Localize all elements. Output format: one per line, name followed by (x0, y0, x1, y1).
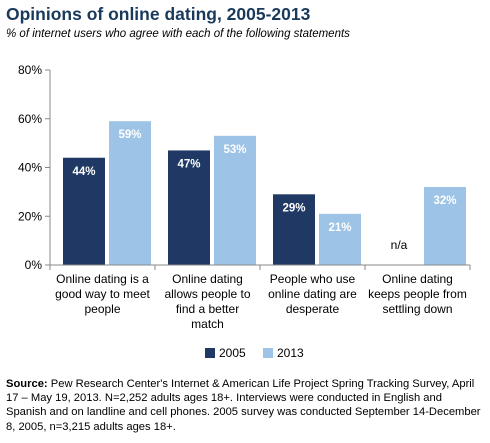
legend-swatch (263, 348, 273, 358)
category-label-line: settling down (382, 302, 452, 316)
chart-subtitle: % of internet users who agree with each … (6, 28, 350, 40)
y-tick-label: 20% (18, 209, 42, 223)
y-tick-label: 80% (18, 63, 42, 77)
data-label: 59% (118, 129, 141, 141)
category-label-line: Online dating is a (56, 272, 149, 286)
data-label: 32% (433, 195, 456, 207)
category-label-line: keeps people from (368, 287, 467, 301)
category-label-line: Online dating (382, 272, 453, 286)
category-label: Online dating allows people to find a bett… (164, 272, 250, 331)
category-label-line: People who use (270, 272, 356, 286)
data-label: 21% (328, 222, 351, 234)
bar-2013 (424, 187, 466, 265)
bars: 44% 47% 29% n/a 59% 53% 21% 32% (63, 121, 466, 265)
category-label-line: good way to meet (55, 287, 150, 301)
category-label: Online dating keeps people from settling d… (368, 272, 467, 316)
category-label-line: people (84, 302, 120, 316)
category-label-line: online dating are (268, 287, 357, 301)
bar-2013 (214, 135, 256, 265)
category-label-line: Online dating (172, 272, 243, 286)
bar-2005 (63, 157, 105, 265)
category-label-line: desperate (286, 302, 340, 316)
data-label: 47% (177, 158, 200, 170)
source-label: Source: (6, 378, 48, 390)
category-label-line: allows people to (164, 287, 250, 301)
category-label: People who use online dating are desperate (268, 272, 357, 316)
bar-2013 (109, 121, 151, 265)
legend: 2005 2013 (205, 346, 304, 360)
source-note: Source: Pew Research Center's Internet &… (6, 377, 484, 434)
chart-title: Opinions of online dating, 2005-2013 (6, 4, 311, 24)
data-label: 29% (282, 202, 305, 214)
data-label: 53% (223, 144, 246, 156)
y-tick-label: 0% (25, 258, 43, 272)
bar-2005 (168, 150, 210, 265)
bar-chart: 0%20%40%60%80% 44%47%29%n/a59%53%21%32% … (18, 63, 471, 360)
legend-swatch (205, 348, 215, 358)
y-tick-label: 40% (18, 161, 42, 175)
bar-2005 (273, 194, 315, 265)
data-label: 44% (72, 166, 95, 178)
y-tick-label: 60% (18, 112, 42, 126)
category-label: Online dating is a good way to meet people (55, 272, 150, 316)
x-axis: Online dating is a good way to meet people… (49, 264, 471, 331)
data-label-na: n/a (391, 238, 408, 252)
legend-label: 2013 (277, 346, 304, 360)
y-axis: 0% 20% 40% 60% 80% (18, 63, 51, 272)
legend-label: 2005 (219, 346, 246, 360)
bar-2013 (319, 213, 361, 265)
category-label-line: find a better (176, 302, 239, 316)
category-label-line: match (191, 317, 224, 331)
source-text: Pew Research Center's Internet & America… (6, 378, 481, 433)
